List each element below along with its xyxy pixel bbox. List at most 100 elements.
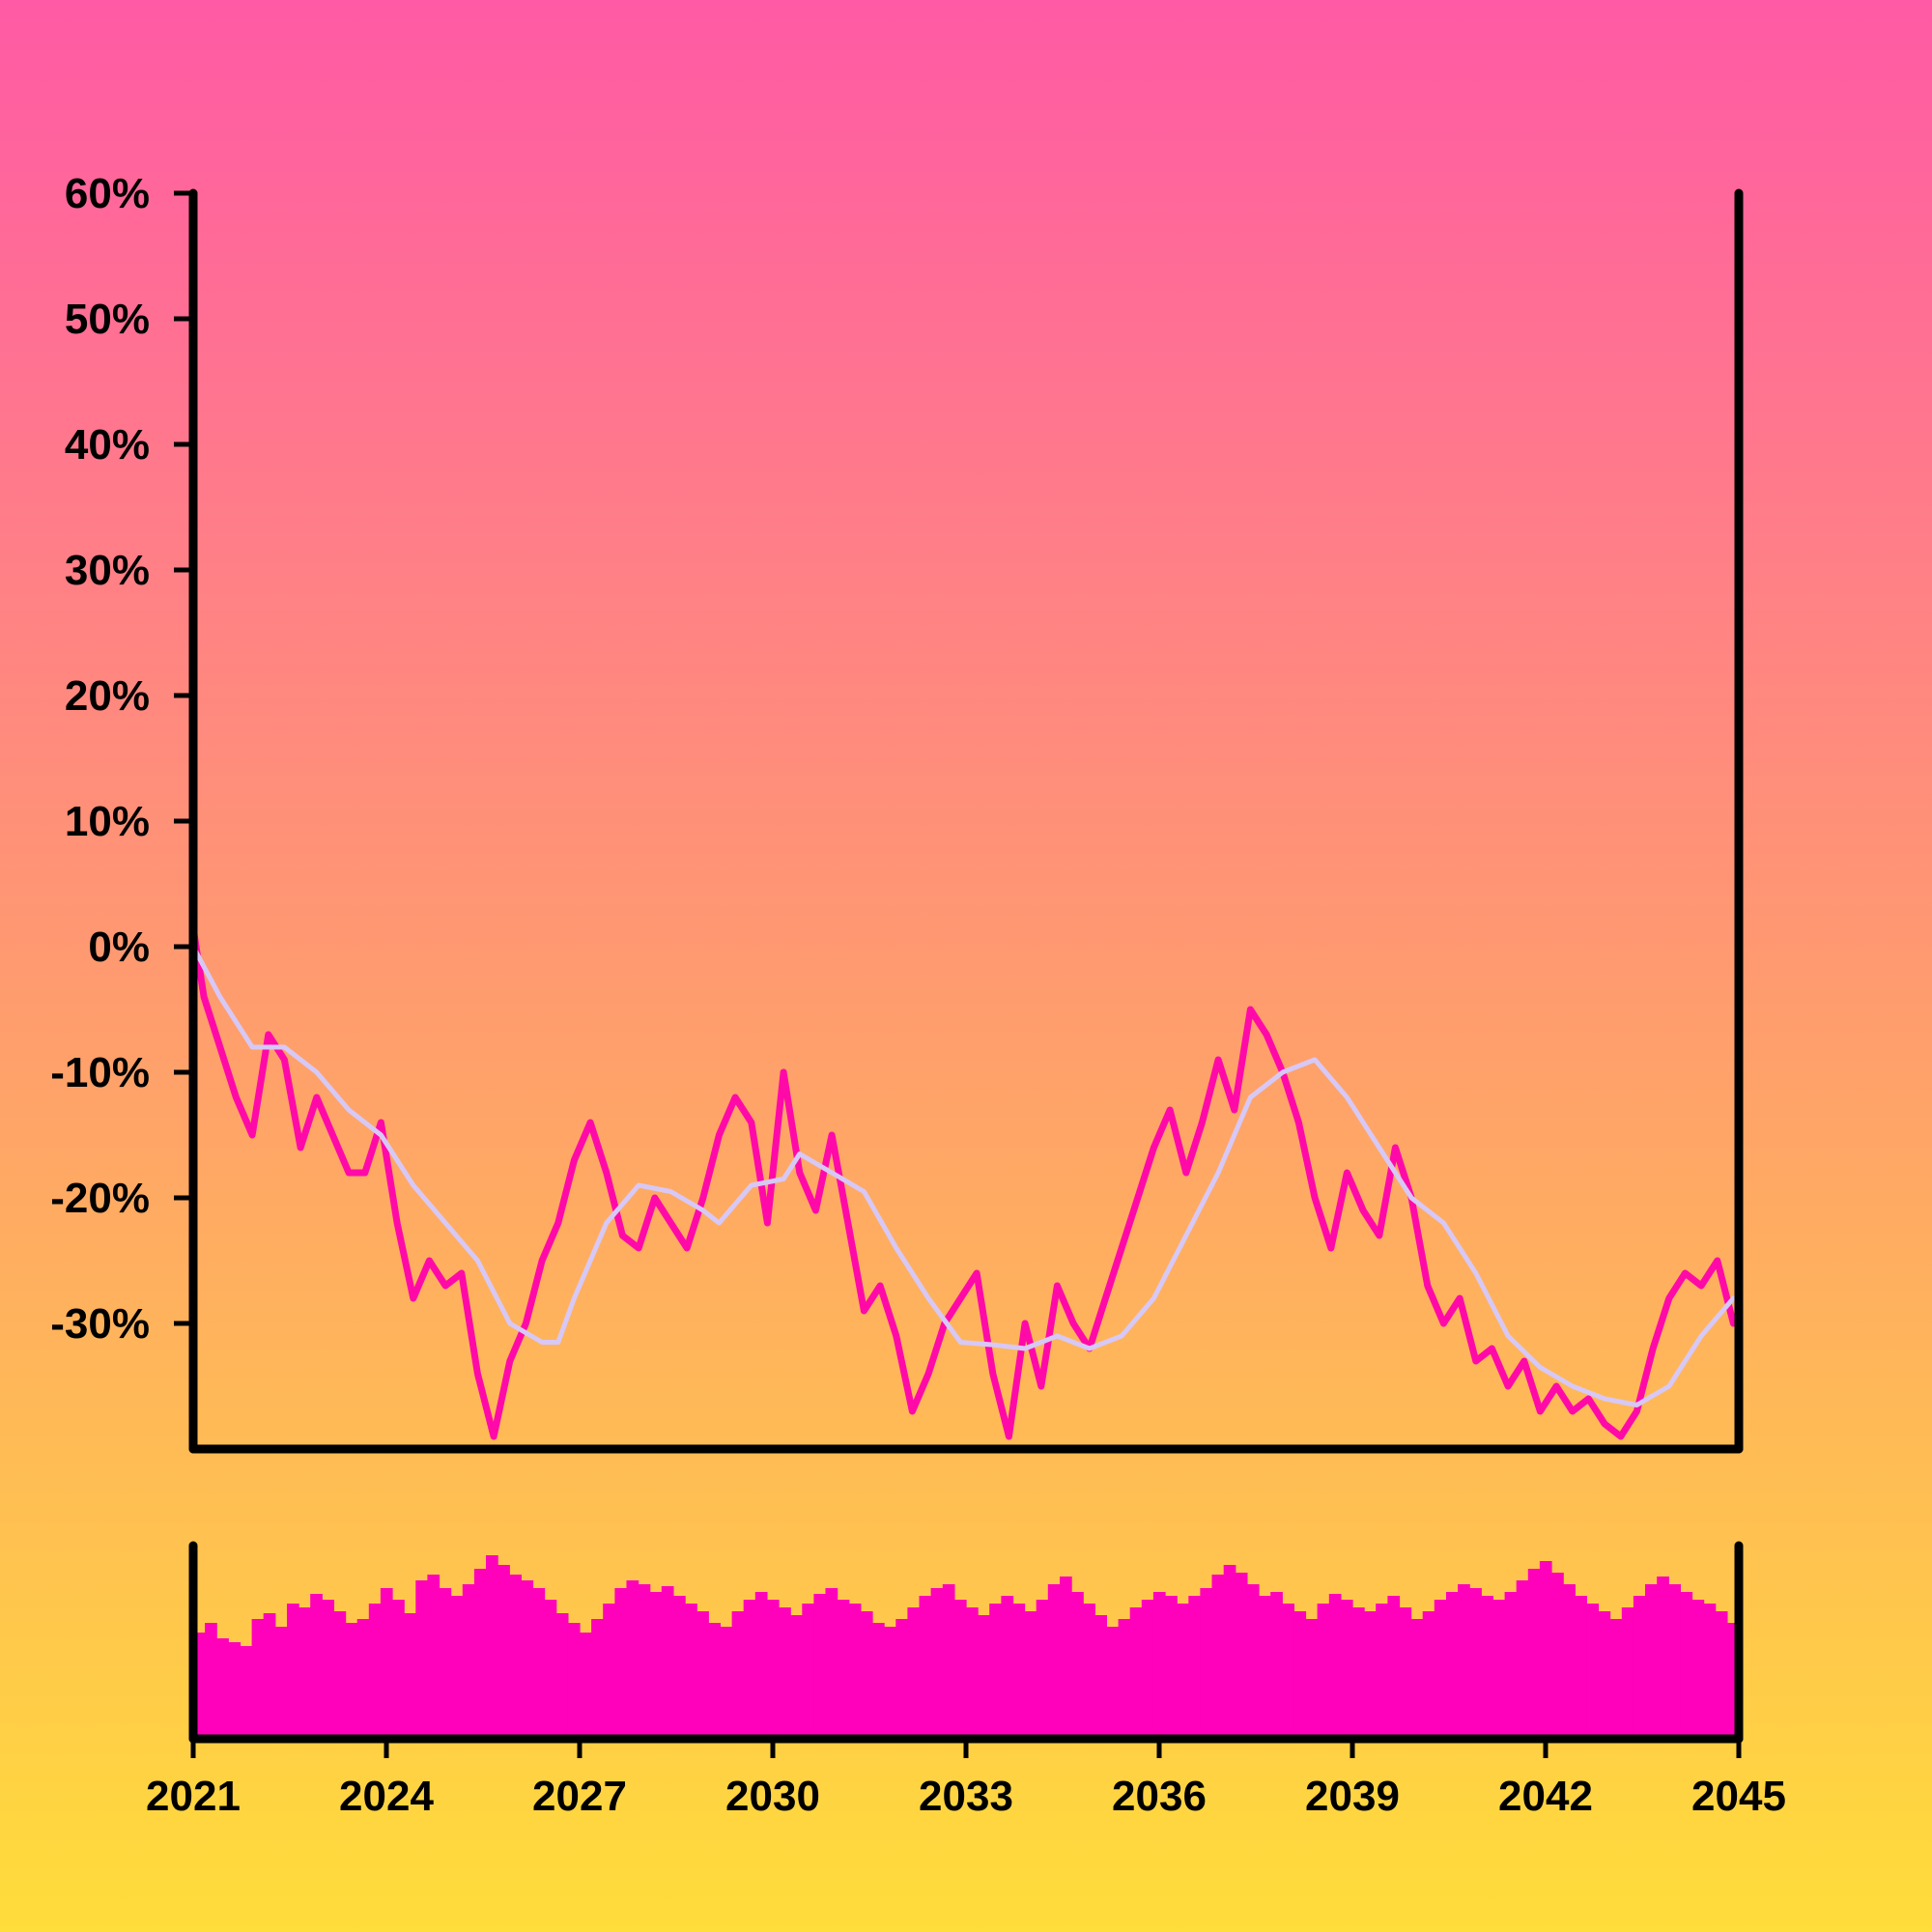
volume-bar [919,1596,932,1739]
y-tick-label: 20% [65,672,150,720]
volume-bar [603,1604,615,1739]
volume-bar [638,1584,651,1739]
volume-bar [813,1594,827,1739]
volume-bar [1364,1611,1377,1739]
volume-bar [1282,1604,1294,1739]
volume-bar [708,1623,721,1739]
volume-bar [427,1575,440,1739]
volume-bar [544,1600,557,1739]
x-axis-ticks: 2021 2024 2027 2030 2033 2036 2039 2042 2045 [146,1739,1786,1820]
volume-bar [1036,1600,1049,1739]
volume-bar [1657,1577,1669,1739]
volume-bar [1668,1584,1681,1739]
volume-bar [1012,1604,1026,1739]
volume-bar [1434,1600,1447,1739]
volume-bar [532,1588,546,1739]
volume-bar [1680,1592,1693,1739]
volume-bar [790,1615,803,1739]
volume-bar [1106,1627,1120,1739]
y-tick-label: 30% [65,547,150,594]
volume-bar [333,1611,347,1739]
x-tick-label: 2042 [1498,1773,1593,1820]
volume-bar [274,1627,288,1739]
volume-bar [1211,1575,1225,1739]
volume-bar [1598,1611,1611,1739]
volume-bars-group [193,1555,1740,1739]
volume-bar [1410,1619,1424,1739]
volume-bar [356,1619,370,1739]
volume-bar [661,1586,674,1739]
volume-bar [1328,1594,1342,1739]
volume-bar [685,1604,697,1739]
volume-bar [1422,1611,1435,1739]
volume-bar [263,1613,276,1739]
volume-bar [450,1596,464,1739]
y-tick-label: 40% [65,421,150,469]
x-tick-label: 2030 [725,1773,820,1820]
volume-bar [1188,1596,1201,1739]
volume-bar [1715,1611,1728,1739]
x-tick-label: 2027 [532,1773,627,1820]
volume-bar [1703,1604,1717,1739]
volume-bar [966,1607,979,1739]
volume-bar [1563,1584,1576,1739]
volume-bar [509,1575,522,1739]
volume-bar [884,1627,896,1739]
volume-bar [1458,1584,1470,1739]
volume-bar [521,1580,534,1739]
x-tick-label: 2024 [339,1773,434,1820]
x-tick-label: 2039 [1305,1773,1400,1820]
volume-bar [228,1642,242,1739]
volume-bar [1141,1600,1154,1739]
volume-bar [1387,1596,1401,1739]
volume-bar [1621,1607,1634,1739]
volume-bar [626,1580,639,1739]
volume-bar [240,1646,253,1739]
volume-bar [205,1623,217,1739]
volume-bar [298,1607,311,1739]
x-tick-label: 2021 [146,1773,241,1820]
moving-average-group [190,944,1736,1407]
volume-bar [462,1584,475,1739]
volume-bar [567,1623,581,1739]
volume-bar [848,1604,862,1739]
volume-bar [1575,1596,1587,1739]
y-tick-label: 0% [88,923,150,971]
volume-bar [1177,1604,1189,1739]
volume-bar [1527,1569,1541,1739]
volume-bar [580,1633,592,1739]
volume-bar [1481,1596,1493,1739]
volume-bar [1246,1584,1260,1739]
volume-bar [1376,1604,1388,1739]
volume-bar [1352,1607,1365,1739]
moving-average-line [190,944,1736,1407]
volume-bar [872,1623,885,1739]
volume-bar [322,1600,334,1739]
volume-bar [555,1613,569,1739]
volume-bar [1083,1604,1095,1739]
volume-bar [415,1580,428,1739]
volume-bar [860,1611,873,1739]
volume-bar [743,1600,756,1739]
volume-bar [779,1607,791,1739]
volume-bar [1446,1592,1459,1739]
volume-bar [380,1588,393,1739]
volume-bar [591,1619,604,1739]
volume-bar [310,1594,323,1739]
volume-bar [287,1604,299,1739]
volume-bar [392,1600,405,1739]
volume-bar [825,1588,838,1739]
volume-bar [1118,1619,1131,1739]
volume-bar [345,1623,358,1739]
volume-bar [895,1619,908,1739]
volume-bar [1645,1584,1658,1739]
volume-bar [1317,1604,1330,1739]
volume-bar [1060,1577,1072,1739]
volume-bar [404,1613,416,1739]
volume-bar [731,1611,745,1739]
volume-bar [497,1565,510,1739]
volume-bar [1340,1600,1353,1739]
volume-bar [486,1555,498,1739]
